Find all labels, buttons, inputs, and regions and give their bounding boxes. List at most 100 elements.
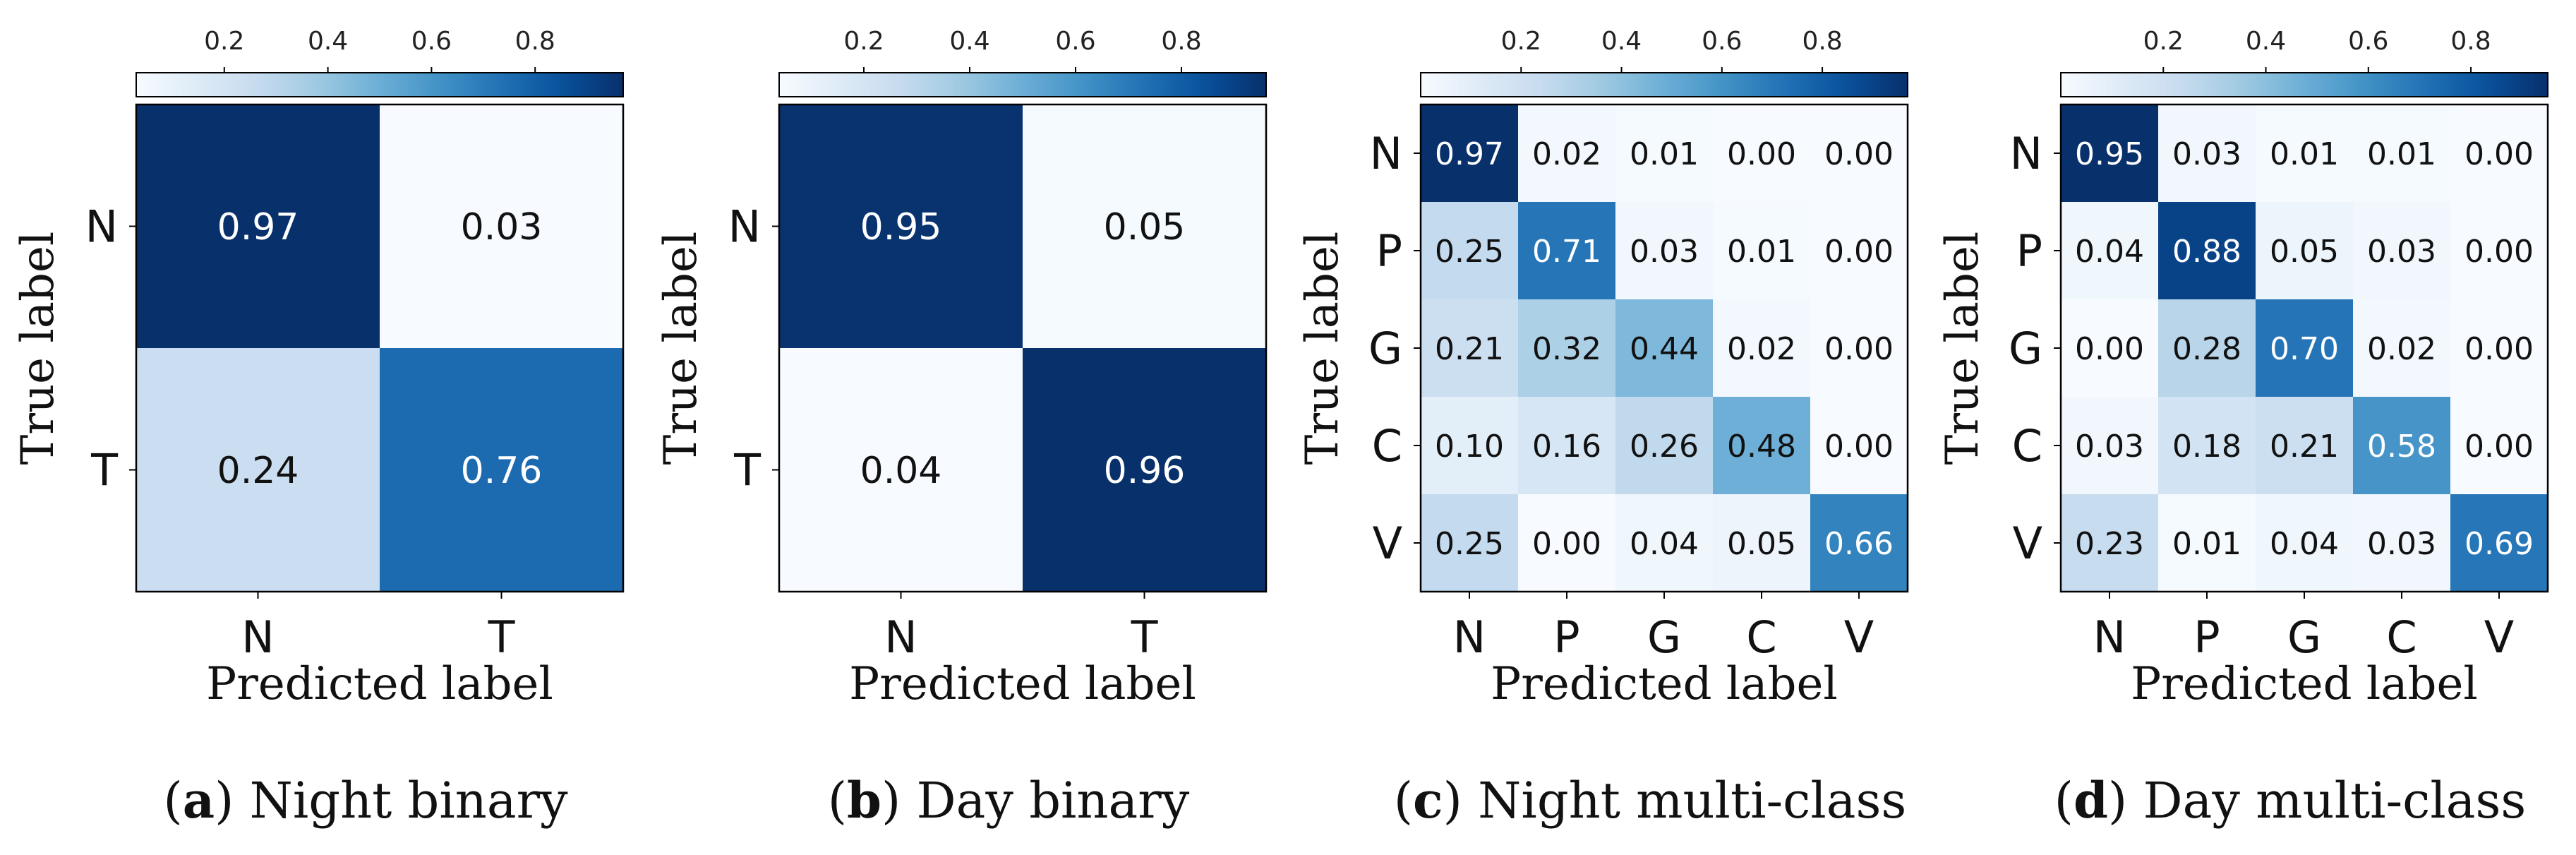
matrix-frame (135, 103, 625, 593)
panel-caption: (c) Night multi-class (1394, 771, 1907, 830)
cell-value-label: 0.03 (461, 206, 543, 249)
colorbar-tick-label: 0.8 (1161, 27, 1201, 56)
cell-V-P (1518, 494, 1616, 592)
colorbar-tick-label: 0.6 (411, 27, 452, 56)
colorbar-tick-label: 0.2 (204, 27, 244, 56)
colorbar-tick-label: 0.4 (949, 27, 989, 56)
cell-value-label: 0.95 (860, 206, 942, 249)
x-tick-label: P (2193, 611, 2220, 663)
cell-G-P (1518, 299, 1616, 397)
cell-C-C (2353, 397, 2451, 495)
cell-value-label: 0.00 (1727, 136, 1796, 172)
cell-value-label: 0.70 (2270, 331, 2339, 367)
x-tick-label: T (488, 611, 516, 663)
cell-P-N (2061, 202, 2159, 300)
y-tick-label: P (2016, 225, 2042, 277)
cell-value-label: 0.00 (2464, 429, 2534, 465)
cell-C-C (1713, 397, 1811, 495)
cell-G-G (1615, 299, 1714, 397)
cell-value-label: 0.16 (1532, 429, 1601, 465)
cell-C-G (2256, 397, 2354, 495)
cell-value-label: 0.01 (1727, 234, 1796, 270)
x-tick-label: V (2484, 611, 2514, 663)
cell-value-label: 0.21 (2270, 429, 2339, 465)
cell-N-P (1518, 104, 1616, 203)
y-tick-label: N (85, 201, 118, 253)
cell-value-label: 0.71 (1532, 234, 1601, 270)
y-tick-label: T (90, 445, 119, 496)
cell-value-label: 0.00 (1532, 526, 1601, 562)
cell-value-label: 0.25 (1435, 526, 1504, 562)
x-tick-label: N (241, 611, 274, 663)
cell-C-N (1421, 397, 1519, 495)
cell-G-C (2353, 299, 2451, 397)
colorbar-tick-label: 0.2 (2143, 27, 2184, 56)
cell-value-label: 0.32 (1532, 331, 1601, 367)
cell-value-label: 0.03 (2172, 136, 2241, 172)
colorbar (136, 72, 624, 97)
cell-N-C (1713, 104, 1811, 203)
x-axis-title: Predicted label (206, 658, 553, 710)
colorbar-tick-label: 0.4 (1601, 27, 1642, 56)
cell-T-T (380, 348, 624, 592)
cell-value-label: 0.04 (2270, 526, 2339, 562)
cell-value-label: 0.04 (2075, 234, 2144, 270)
cell-C-P (2158, 397, 2256, 495)
matrix-frame (778, 103, 1268, 593)
cell-value-label: 0.05 (1104, 206, 1186, 249)
x-tick-label: G (1647, 611, 1681, 663)
cell-G-V (2450, 299, 2548, 397)
cell-value-label: 0.03 (1630, 234, 1699, 270)
y-tick-label: T (733, 445, 762, 496)
colorbar-tick-label: 0.4 (308, 27, 348, 56)
cell-value-label: 0.00 (1824, 429, 1894, 465)
cell-value-label: 0.01 (2172, 526, 2241, 562)
x-tick-label: N (1453, 611, 1486, 663)
cell-N-N (1421, 104, 1519, 203)
cell-N-N (2061, 104, 2159, 203)
panel-d: 0.2 0.4 0.6 0.8 0.95 0.03 0.01 0.01 0.00 0.04 0.88… (1937, 27, 2549, 830)
y-axis-title: True label (12, 232, 64, 465)
cell-value-label: 0.88 (2172, 234, 2241, 270)
panel-caption-text: ) Night binary (215, 772, 568, 830)
y-tick-label: N (728, 201, 761, 253)
cell-value-label: 0.95 (2075, 136, 2144, 172)
colorbar-tick-label: 0.6 (1055, 27, 1095, 56)
panel-letter: b (847, 771, 881, 830)
cell-C-P (1518, 397, 1616, 495)
cell-value-label: 0.03 (2075, 429, 2144, 465)
cell-V-G (2256, 494, 2354, 592)
cell-P-P (2158, 202, 2256, 300)
cell-G-G (2256, 299, 2354, 397)
y-axis-title: True label (1296, 232, 1349, 465)
colorbar-tick-label: 0.8 (1802, 27, 1842, 56)
panel-letter: d (2074, 771, 2108, 830)
cell-value-label: 0.96 (1104, 450, 1186, 492)
panel-c: 0.2 0.4 0.6 0.8 0.97 0.02 0.01 0.00 0.00 0.25 0.71… (1296, 27, 1909, 830)
cell-value-label: 0.58 (2367, 429, 2436, 465)
cell-value-label: 0.00 (2464, 331, 2534, 367)
cell-V-C (2353, 494, 2451, 592)
cell-value-label: 0.97 (217, 206, 299, 249)
panel-caption-text: ) Night multi-class (1443, 772, 1907, 830)
cell-value-label: 0.00 (1824, 136, 1894, 172)
cell-T-N (779, 348, 1023, 592)
colorbar-tick-label: 0.6 (2348, 27, 2388, 56)
cell-value-label: 0.00 (2075, 331, 2144, 367)
cell-value-label: 0.04 (860, 450, 942, 492)
cell-G-N (2061, 299, 2159, 397)
cell-N-G (1615, 104, 1714, 203)
panel-caption: (d) Day multi-class (2054, 771, 2527, 830)
cell-N-V (2450, 104, 2548, 203)
cell-V-G (1615, 494, 1714, 592)
cell-C-V (2450, 397, 2548, 495)
cell-V-V (1810, 494, 1908, 592)
cell-P-C (1713, 202, 1811, 300)
panel-a: 0.2 0.4 0.6 0.80.97 0.030.24 0.76NNTTPredicte… (12, 27, 625, 830)
cell-N-T (380, 104, 624, 349)
x-tick-label: C (1746, 611, 1776, 663)
cell-value-label: 0.18 (2172, 429, 2241, 465)
cell-P-N (1421, 202, 1519, 300)
cell-N-N (136, 104, 380, 349)
cell-value-label: 0.03 (2367, 234, 2436, 270)
